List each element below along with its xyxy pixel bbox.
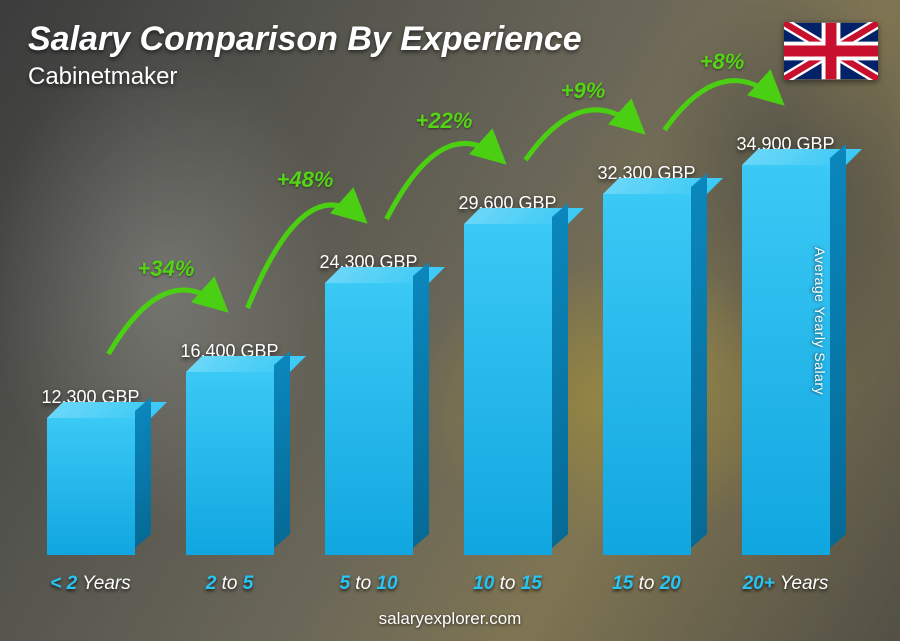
bar-3d [603, 194, 691, 555]
x-axis-label: 20+ Years [725, 573, 846, 595]
bar-front-face [47, 418, 135, 555]
bar-front-face [464, 224, 552, 555]
x-axis-label: 5 to 10 [308, 573, 429, 595]
bar-front-face [186, 372, 274, 555]
bar-3d [47, 418, 135, 555]
chart-subtitle: Cabinetmaker [28, 63, 582, 91]
bar-side-face [135, 397, 151, 548]
y-axis-label: Average Yearly Salary [812, 247, 828, 395]
bar-side-face [274, 351, 290, 548]
x-axis-label: 15 to 20 [586, 573, 707, 595]
bar-front-face [325, 283, 413, 555]
chart-header: Salary Comparison By Experience Cabinetm… [28, 20, 582, 91]
bar-side-face [691, 173, 707, 548]
uk-flag-icon [784, 22, 878, 80]
bar-side-face [413, 262, 429, 548]
x-axis-label: 2 to 5 [169, 573, 290, 595]
bar-side-face [830, 144, 846, 548]
bar-slot: 29,600 GBP [447, 193, 568, 555]
x-axis-label: 10 to 15 [447, 573, 568, 595]
bar-side-face [552, 203, 568, 548]
bar-slot: 24,300 GBP [308, 252, 429, 555]
x-axis-label: < 2 Years [30, 573, 151, 595]
chart-title: Salary Comparison By Experience [28, 20, 582, 59]
bar-slot: 16,400 GBP [169, 341, 290, 555]
bar-front-face [603, 194, 691, 555]
bar-3d [186, 372, 274, 555]
footer-watermark: salaryexplorer.com [0, 609, 900, 629]
x-axis-labels: < 2 Years 2 to 5 5 to 10 10 to 15 15 to 20 20… [30, 573, 846, 595]
bar-slot: 32,300 GBP [586, 163, 707, 555]
bar-chart-area: 12,300 GBP 16,400 GBP 24,300 GBP 29,600 … [30, 120, 846, 555]
bars-container: 12,300 GBP 16,400 GBP 24,300 GBP 29,600 … [30, 120, 846, 555]
bar-3d [325, 283, 413, 555]
bar-slot: 12,300 GBP [30, 387, 151, 555]
bar-3d [464, 224, 552, 555]
